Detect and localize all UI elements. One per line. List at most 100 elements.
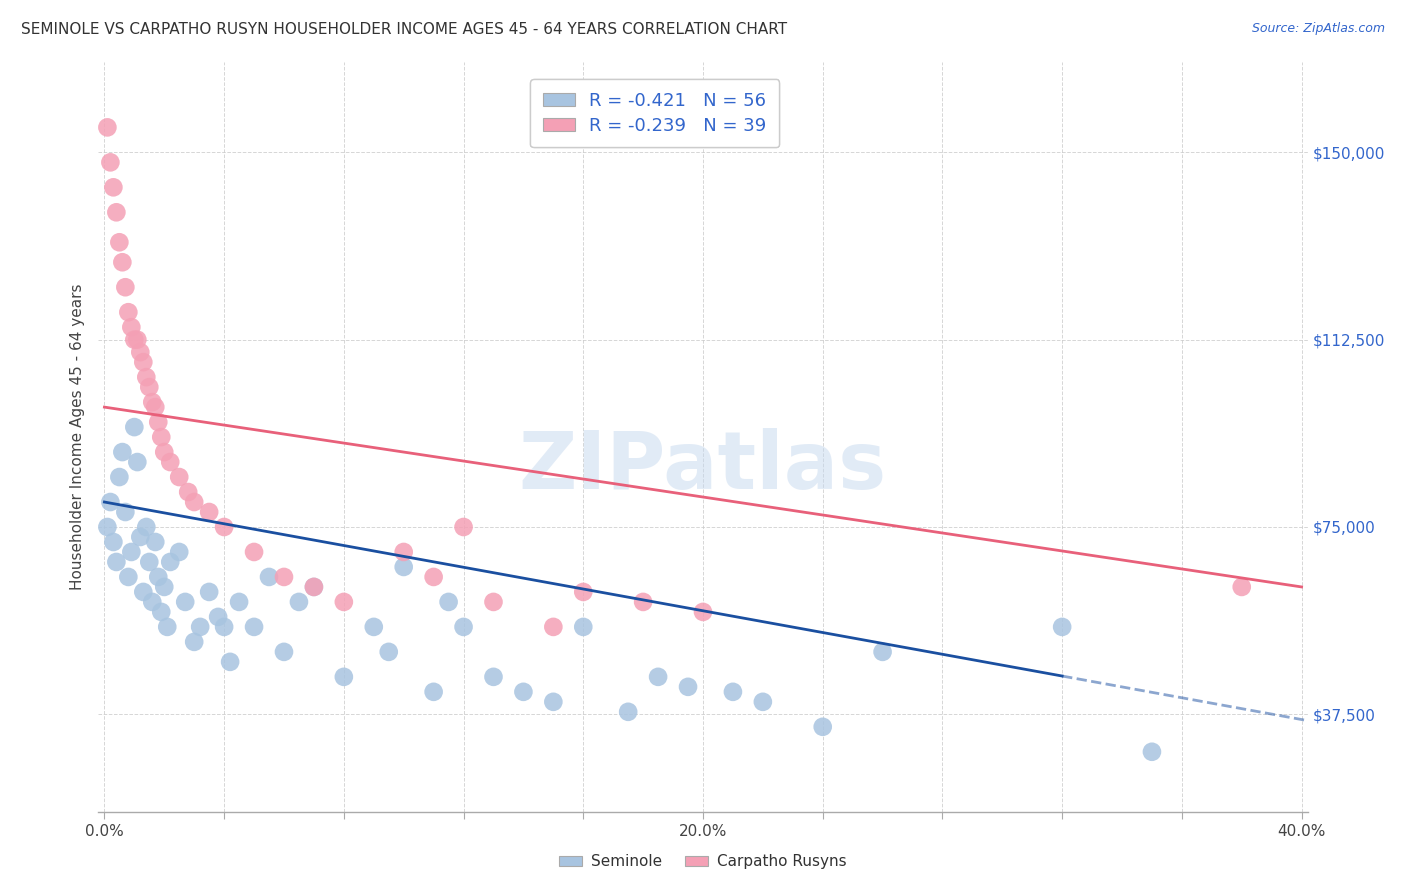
- Point: [148, 415, 170, 429]
- Point: [872, 645, 894, 659]
- Point: [453, 620, 475, 634]
- Point: [100, 495, 122, 509]
- Point: [422, 685, 444, 699]
- Point: [143, 400, 166, 414]
- Point: [183, 635, 205, 649]
- Point: [138, 555, 160, 569]
- Point: [198, 585, 221, 599]
- Point: [543, 620, 565, 634]
- Point: [135, 520, 157, 534]
- Point: [120, 320, 142, 334]
- Point: [167, 545, 190, 559]
- Point: [228, 595, 250, 609]
- Point: [572, 620, 595, 634]
- Point: [120, 545, 142, 559]
- Point: [752, 695, 775, 709]
- Point: [114, 505, 136, 519]
- Point: [135, 370, 157, 384]
- Point: [392, 545, 415, 559]
- Point: [108, 470, 131, 484]
- Point: [631, 595, 654, 609]
- Point: [422, 570, 444, 584]
- Point: [392, 560, 415, 574]
- Point: [273, 645, 295, 659]
- Point: [141, 395, 163, 409]
- Point: [159, 455, 181, 469]
- Point: [273, 570, 295, 584]
- Point: [177, 485, 200, 500]
- Point: [96, 120, 118, 135]
- Point: [1140, 745, 1163, 759]
- Point: [156, 620, 179, 634]
- Point: [105, 205, 128, 219]
- Text: ZIPatlas: ZIPatlas: [519, 428, 887, 506]
- Y-axis label: Householder Income Ages 45 - 64 years: Householder Income Ages 45 - 64 years: [69, 284, 84, 591]
- Point: [150, 605, 173, 619]
- Point: [543, 695, 565, 709]
- Point: [127, 333, 149, 347]
- Point: [132, 585, 155, 599]
- Point: [333, 595, 356, 609]
- Point: [124, 333, 146, 347]
- Point: [207, 610, 229, 624]
- Point: [198, 505, 221, 519]
- Point: [183, 495, 205, 509]
- Point: [96, 520, 118, 534]
- Point: [138, 380, 160, 394]
- Point: [811, 720, 834, 734]
- Point: [143, 535, 166, 549]
- Point: [482, 670, 505, 684]
- Point: [437, 595, 460, 609]
- Point: [103, 180, 125, 194]
- Point: [153, 580, 176, 594]
- Point: [174, 595, 197, 609]
- Text: SEMINOLE VS CARPATHO RUSYN HOUSEHOLDER INCOME AGES 45 - 64 YEARS CORRELATION CHA: SEMINOLE VS CARPATHO RUSYN HOUSEHOLDER I…: [21, 22, 787, 37]
- Point: [153, 445, 176, 459]
- Point: [482, 595, 505, 609]
- Point: [302, 580, 325, 594]
- Point: [333, 670, 356, 684]
- Text: Source: ZipAtlas.com: Source: ZipAtlas.com: [1251, 22, 1385, 36]
- Point: [111, 445, 134, 459]
- Point: [647, 670, 669, 684]
- Point: [124, 420, 146, 434]
- Point: [100, 155, 122, 169]
- Point: [105, 555, 128, 569]
- Point: [363, 620, 385, 634]
- Point: [288, 595, 311, 609]
- Point: [692, 605, 714, 619]
- Point: [117, 570, 139, 584]
- Point: [243, 545, 266, 559]
- Point: [129, 345, 152, 359]
- Legend: R = -0.421   N = 56, R = -0.239   N = 39: R = -0.421 N = 56, R = -0.239 N = 39: [530, 79, 779, 147]
- Point: [676, 680, 699, 694]
- Point: [103, 535, 125, 549]
- Point: [129, 530, 152, 544]
- Point: [243, 620, 266, 634]
- Point: [212, 520, 235, 534]
- Point: [219, 655, 242, 669]
- Point: [212, 620, 235, 634]
- Point: [572, 585, 595, 599]
- Point: [188, 620, 211, 634]
- Point: [114, 280, 136, 294]
- Point: [127, 455, 149, 469]
- Point: [150, 430, 173, 444]
- Point: [453, 520, 475, 534]
- Point: [1050, 620, 1073, 634]
- Point: [159, 555, 181, 569]
- Point: [141, 595, 163, 609]
- Point: [148, 570, 170, 584]
- Point: [117, 305, 139, 319]
- Point: [108, 235, 131, 250]
- Point: [257, 570, 280, 584]
- Point: [167, 470, 190, 484]
- Point: [302, 580, 325, 594]
- Point: [132, 355, 155, 369]
- Point: [512, 685, 534, 699]
- Point: [377, 645, 399, 659]
- Point: [1230, 580, 1253, 594]
- Point: [111, 255, 134, 269]
- Point: [721, 685, 744, 699]
- Point: [617, 705, 640, 719]
